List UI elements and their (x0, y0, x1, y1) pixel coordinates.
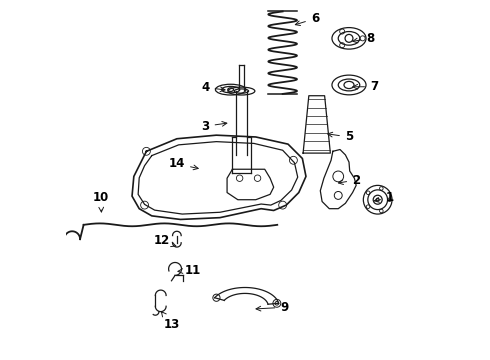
Text: 4: 4 (201, 81, 225, 94)
Text: 10: 10 (93, 192, 109, 212)
Text: 11: 11 (178, 264, 201, 277)
Text: 5: 5 (328, 130, 353, 144)
Text: 14: 14 (169, 157, 198, 170)
Text: 1: 1 (374, 192, 394, 204)
Text: 9: 9 (256, 301, 289, 314)
Text: 2: 2 (339, 174, 360, 186)
Text: 12: 12 (154, 234, 176, 247)
Text: 7: 7 (353, 80, 378, 93)
Text: 3: 3 (201, 120, 227, 133)
Text: 6: 6 (295, 12, 319, 26)
Text: 13: 13 (161, 312, 180, 331)
Text: 8: 8 (353, 32, 375, 45)
